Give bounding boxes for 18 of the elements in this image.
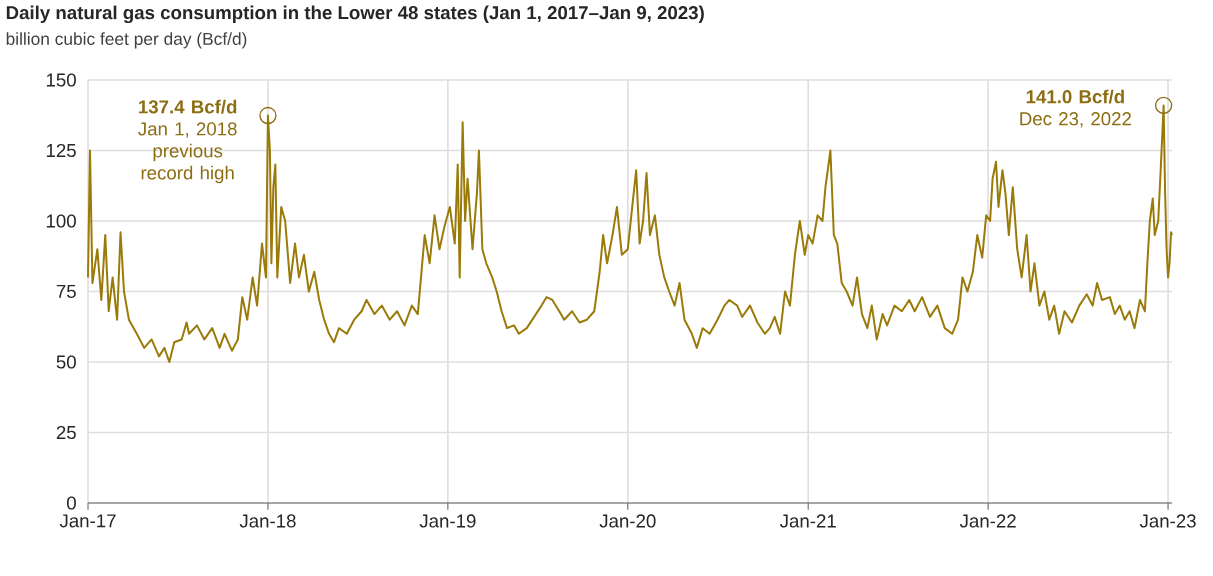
y-tick-label: 50 <box>56 355 76 369</box>
annotation: 137.4 Bcf/d Jan 1, 2018 previous record high <box>138 99 237 184</box>
y-tick-label: 75 <box>56 284 76 299</box>
y-tick-label: 125 <box>46 143 76 158</box>
x-tick-label: Jan-18 <box>239 514 296 528</box>
x-tick-label: Jan-23 <box>1139 514 1196 528</box>
y-tick-label: 25 <box>56 425 76 440</box>
x-tick-label: Jan-17 <box>59 514 116 528</box>
y-tick-label: 150 <box>46 73 76 87</box>
y-tick-label: 100 <box>46 214 76 228</box>
x-tick-label: Jan-22 <box>959 514 1016 528</box>
x-tick-label: Jan-20 <box>599 514 656 528</box>
y-tick-label: 0 <box>66 496 76 510</box>
chart-title: Daily natural gas consumption in the Lower 48 states (Jan 1, 2017–Jan 9, 2023) <box>6 5 704 24</box>
x-tick-label: Jan-19 <box>419 514 476 528</box>
chart-subtitle: billion cubic feet per day (Bcf/d) <box>6 32 247 49</box>
x-tick-label: Jan-21 <box>779 514 836 528</box>
annotation: 141.0 Bcf/d Dec 23, 2022 <box>1020 89 1131 128</box>
